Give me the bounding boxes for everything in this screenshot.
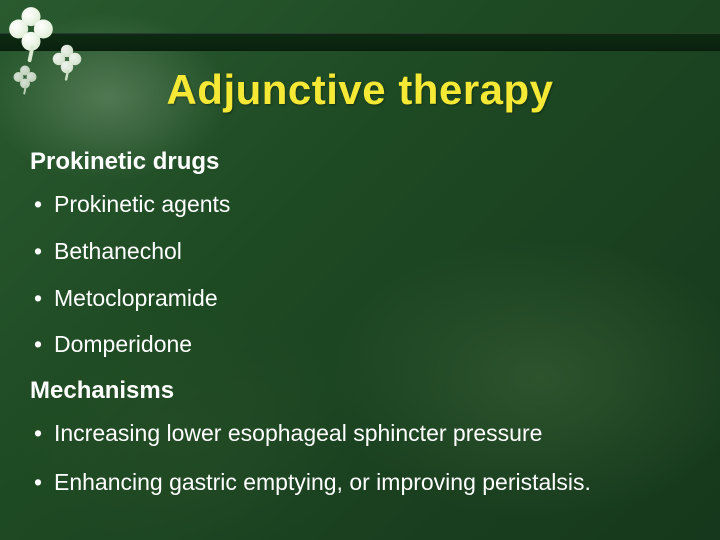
section-heading-prokinetic: Prokinetic drugs xyxy=(30,148,700,176)
list-item: Enhancing gastric emptying, or improving… xyxy=(30,468,700,497)
list-item: Domperidone xyxy=(30,330,700,359)
slide-content: Prokinetic drugs Prokinetic agents Betha… xyxy=(30,142,700,517)
slide-title: Adjunctive therapy xyxy=(0,66,720,114)
section-heading-mechanisms: Mechanisms xyxy=(30,377,700,405)
list-item: Metoclopramide xyxy=(30,284,700,313)
bullet-list-drugs: Prokinetic agents Bethanechol Metoclopra… xyxy=(30,190,700,359)
list-item: Bethanechol xyxy=(30,237,700,266)
clover-icon xyxy=(9,7,53,51)
decorative-top-bar xyxy=(0,33,720,51)
list-item: Increasing lower esophageal sphincter pr… xyxy=(30,419,700,448)
list-item: Prokinetic agents xyxy=(30,190,700,219)
bullet-list-mechanisms: Increasing lower esophageal sphincter pr… xyxy=(30,419,700,497)
